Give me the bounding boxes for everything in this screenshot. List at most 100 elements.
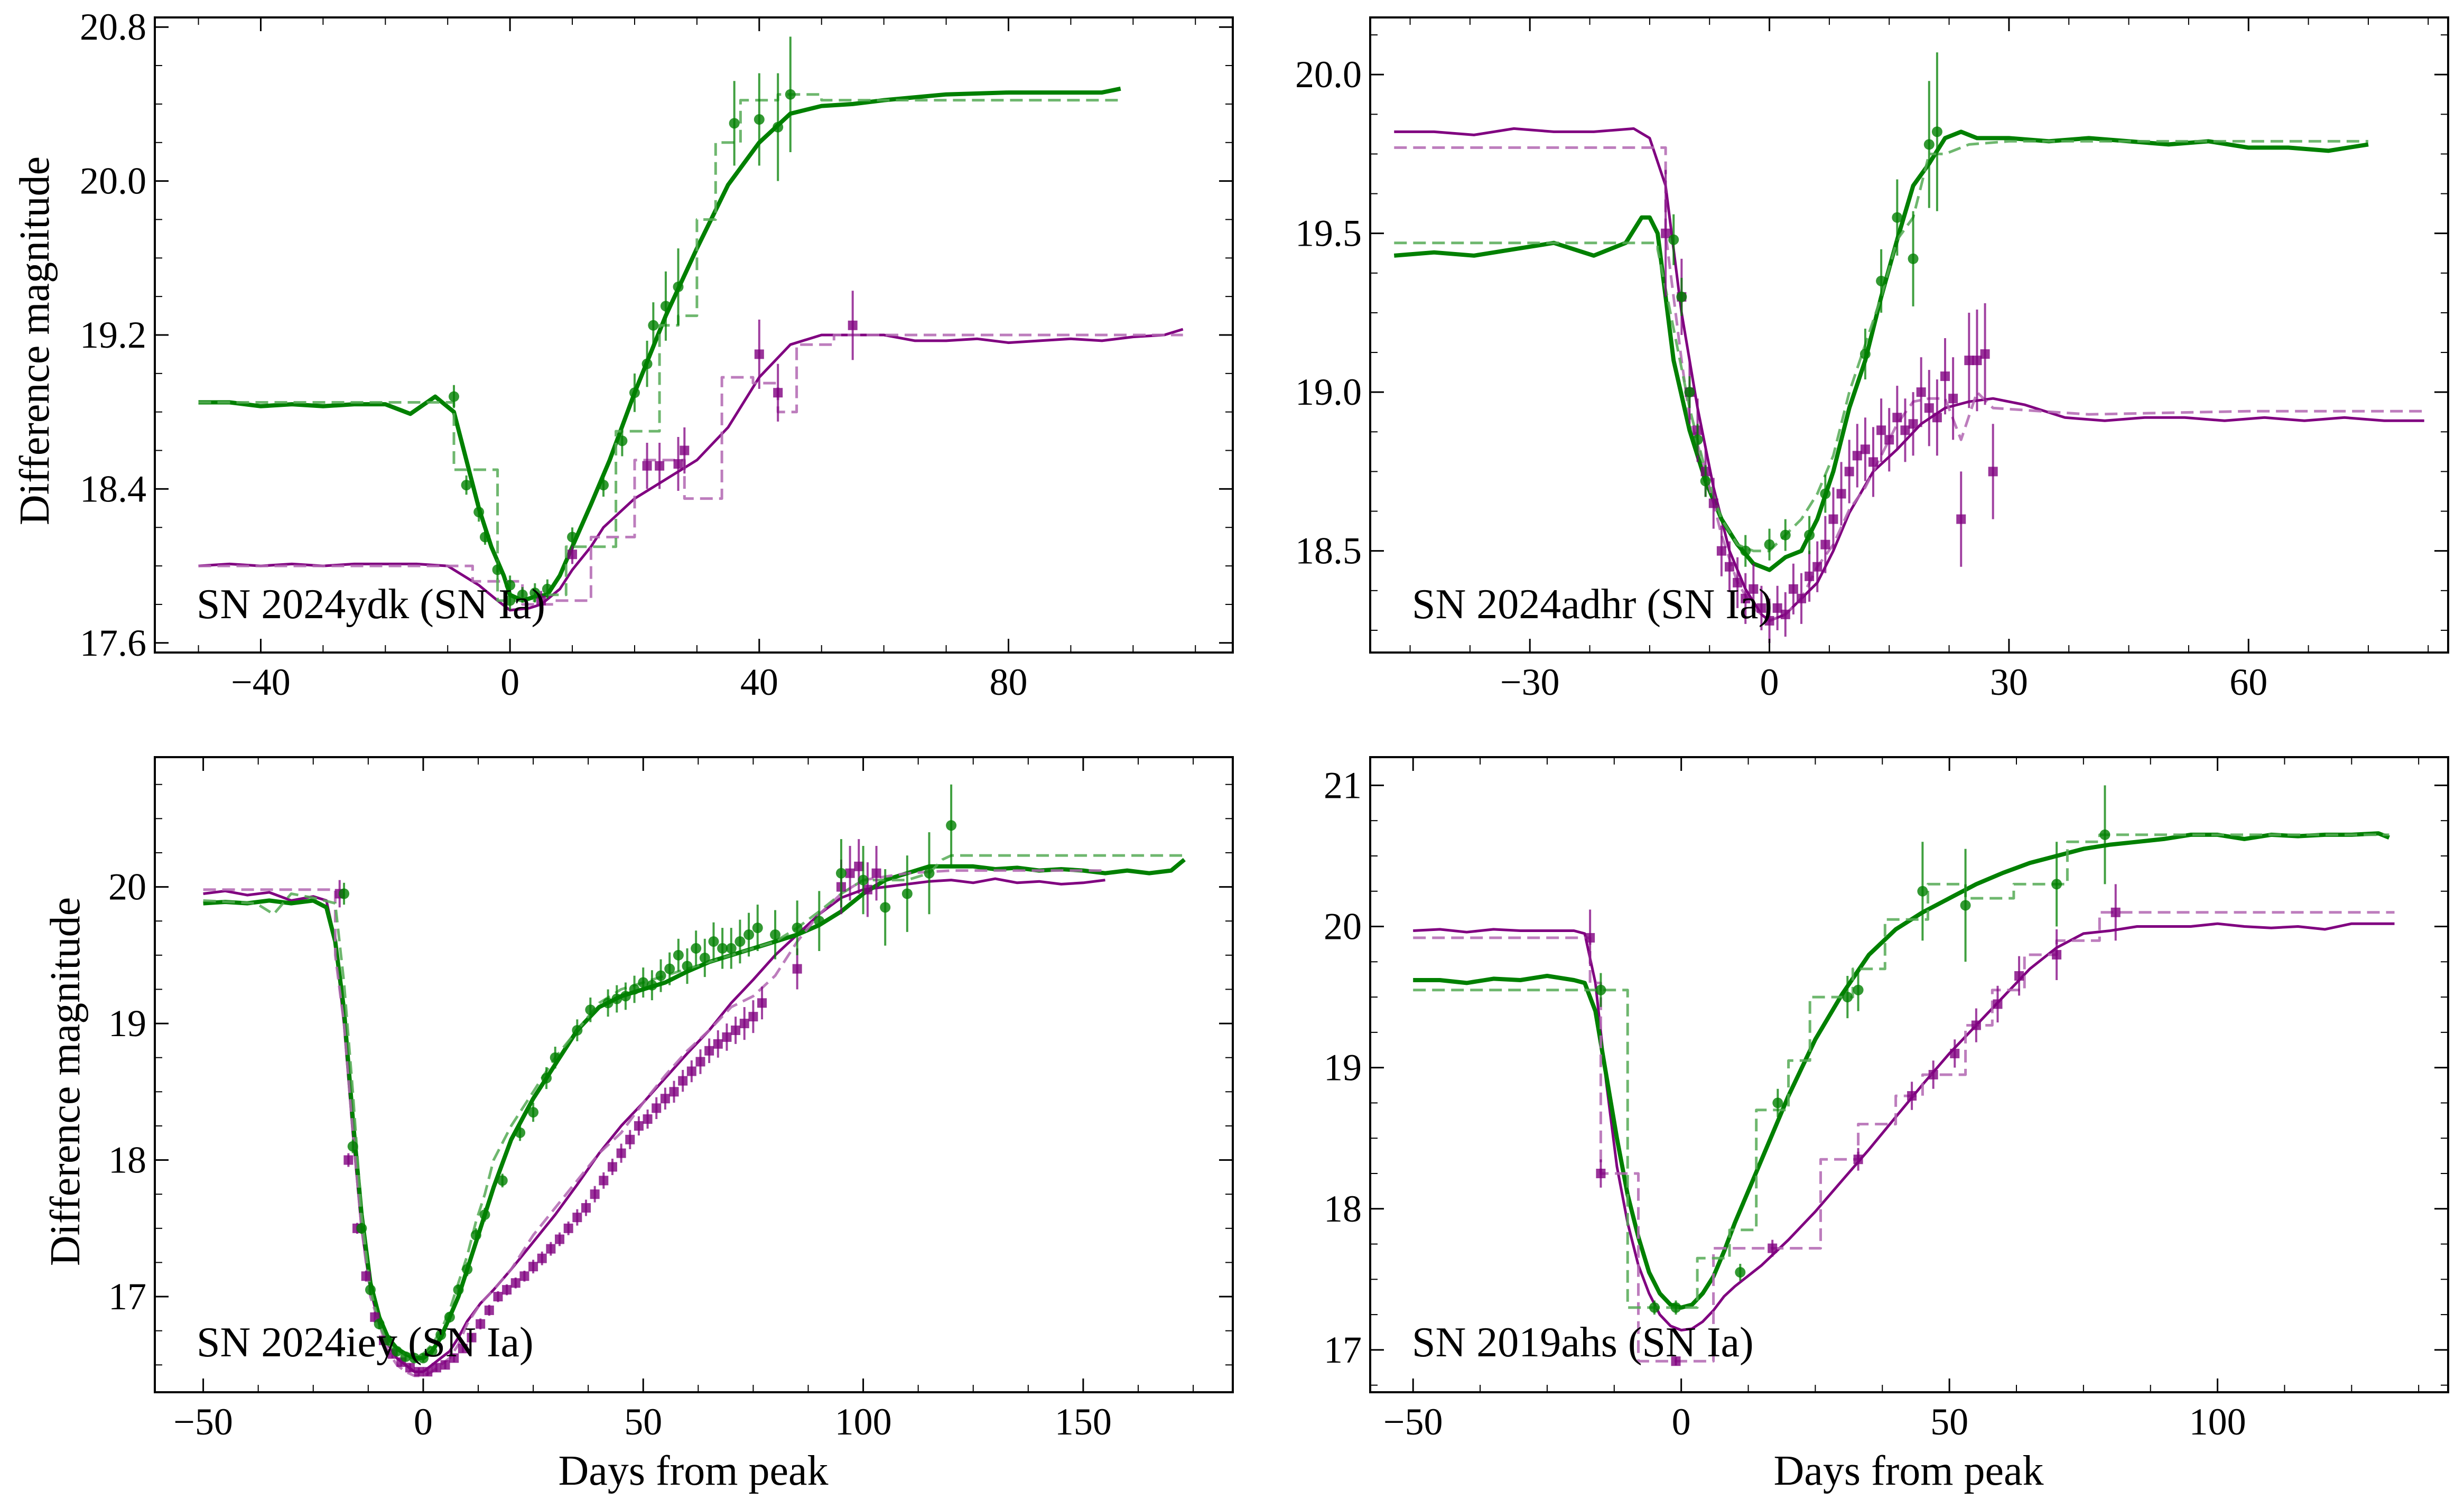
r-data-point bbox=[686, 1066, 696, 1076]
r-data-point bbox=[848, 320, 858, 330]
r-data-point bbox=[1828, 514, 1838, 524]
g-data-point bbox=[1917, 886, 1928, 897]
r-data-point bbox=[1741, 593, 1751, 603]
r-data-point bbox=[361, 1271, 371, 1281]
g-data-point bbox=[717, 943, 728, 954]
r-data-point bbox=[1964, 356, 1974, 366]
g-data-point bbox=[417, 1353, 429, 1364]
g-data-point bbox=[880, 902, 891, 913]
y-tick-label: 17.6 bbox=[80, 622, 146, 664]
r-data-point bbox=[1812, 562, 1823, 572]
y-tick-label: 20.8 bbox=[80, 6, 146, 48]
g-data-point bbox=[901, 888, 913, 899]
g-data-point bbox=[752, 923, 763, 934]
g-data-point bbox=[1668, 234, 1679, 245]
g-data-point bbox=[770, 929, 781, 940]
g-data-point bbox=[529, 588, 541, 599]
g-data-point bbox=[1960, 900, 1971, 911]
g-data-point bbox=[641, 358, 653, 369]
g-data-point bbox=[785, 89, 796, 100]
r-data-point bbox=[546, 1244, 556, 1254]
g-data-point bbox=[462, 1264, 473, 1275]
r-data-point bbox=[2052, 949, 2062, 960]
r-data-point bbox=[414, 1367, 424, 1377]
r-data-point bbox=[680, 445, 690, 455]
g-dashed-line bbox=[1394, 139, 2368, 553]
panel-sn-2024adhr: −30 0 30 60 18.5 19.0 19.5 20.0 bbox=[1295, 16, 2449, 703]
g-data-point bbox=[542, 583, 553, 594]
r-data-point bbox=[1928, 1070, 1938, 1079]
x-tick-label: 30 bbox=[1990, 661, 2028, 703]
y-tick-label: 17 bbox=[1324, 1329, 1362, 1371]
r-data-point bbox=[1725, 562, 1734, 572]
g-data-point bbox=[598, 480, 609, 491]
x-tick-label: −30 bbox=[1500, 661, 1560, 703]
r-data-point bbox=[1852, 451, 1862, 461]
r-data-point bbox=[1860, 444, 1870, 454]
r-data-point bbox=[1907, 1091, 1917, 1101]
g-data-point bbox=[1804, 529, 1815, 541]
y-axis-label-bottom: Difference magnitude bbox=[42, 897, 89, 1266]
g-data-point bbox=[734, 936, 746, 947]
r-data-point bbox=[1733, 577, 1743, 588]
g-data-point bbox=[517, 589, 528, 600]
g-solid-line bbox=[1393, 129, 2369, 572]
g-data-point bbox=[2099, 829, 2110, 840]
g-data-point bbox=[567, 532, 578, 543]
g-data-point bbox=[1595, 984, 1606, 995]
g-data-point bbox=[726, 943, 737, 954]
r-data-point bbox=[1661, 228, 1671, 238]
r-data-point bbox=[1844, 467, 1854, 477]
r-data-point bbox=[440, 1360, 450, 1370]
g-data-point bbox=[699, 952, 710, 963]
r-data-point bbox=[739, 1019, 749, 1029]
x-tick-label: 50 bbox=[1930, 1401, 1968, 1443]
r-data-point bbox=[607, 1162, 617, 1172]
g-data-point bbox=[1876, 275, 1887, 286]
r-data-point bbox=[2014, 971, 2024, 981]
r-data-point bbox=[722, 1032, 732, 1042]
r-data-point bbox=[449, 1353, 459, 1363]
g-data-point bbox=[743, 929, 755, 940]
x-tick-label: 100 bbox=[2189, 1401, 2246, 1443]
g-solid-line bbox=[1413, 831, 2390, 1310]
r-data-point bbox=[343, 1155, 354, 1165]
g-data-point bbox=[1764, 539, 1775, 550]
r-data-point bbox=[652, 1103, 662, 1113]
r-data-point bbox=[1948, 394, 1958, 404]
axes-frame bbox=[1369, 756, 2449, 1393]
x-tick-label: 0 bbox=[414, 1401, 433, 1443]
r-data-point bbox=[695, 1057, 705, 1067]
r-data-point bbox=[678, 1076, 688, 1086]
r-data-point bbox=[1908, 419, 1918, 429]
y-tick-label: 21 bbox=[1324, 764, 1362, 806]
g-data-point bbox=[497, 1175, 508, 1186]
y-tick-label: 19.0 bbox=[1295, 371, 1362, 413]
y-tick-label: 20 bbox=[108, 866, 146, 908]
g-data-point bbox=[664, 963, 675, 974]
y-tick-label: 19 bbox=[1324, 1047, 1362, 1089]
r-data-point bbox=[510, 1278, 520, 1288]
r-data-point bbox=[1671, 1356, 1681, 1366]
g-dashed-line bbox=[1413, 833, 2389, 1309]
r-data-point bbox=[493, 1292, 503, 1302]
r-data-point bbox=[1876, 425, 1886, 435]
g-data-point bbox=[814, 916, 825, 927]
axes-frame bbox=[1369, 16, 2449, 654]
r-data-point bbox=[673, 459, 683, 469]
r-data-point bbox=[1797, 593, 1806, 603]
panel-label-sn-2019ahs: SN 2019ahs (SN Ia) bbox=[1412, 1319, 1754, 1366]
g-data-point bbox=[426, 1346, 438, 1357]
r-data-point bbox=[572, 1213, 582, 1223]
r-data-point bbox=[643, 1114, 653, 1124]
g-data-point bbox=[611, 993, 622, 1004]
r-data-point bbox=[502, 1285, 512, 1295]
g-data-point bbox=[602, 998, 613, 1009]
g-data-point bbox=[356, 1223, 367, 1234]
y-tick-label: 19.2 bbox=[80, 314, 146, 356]
g-data-point bbox=[470, 1229, 481, 1241]
y-tick-label: 18 bbox=[108, 1139, 146, 1181]
r-data-point bbox=[713, 1039, 723, 1049]
r-data-point bbox=[1749, 584, 1759, 594]
r-data-point bbox=[1708, 498, 1718, 508]
